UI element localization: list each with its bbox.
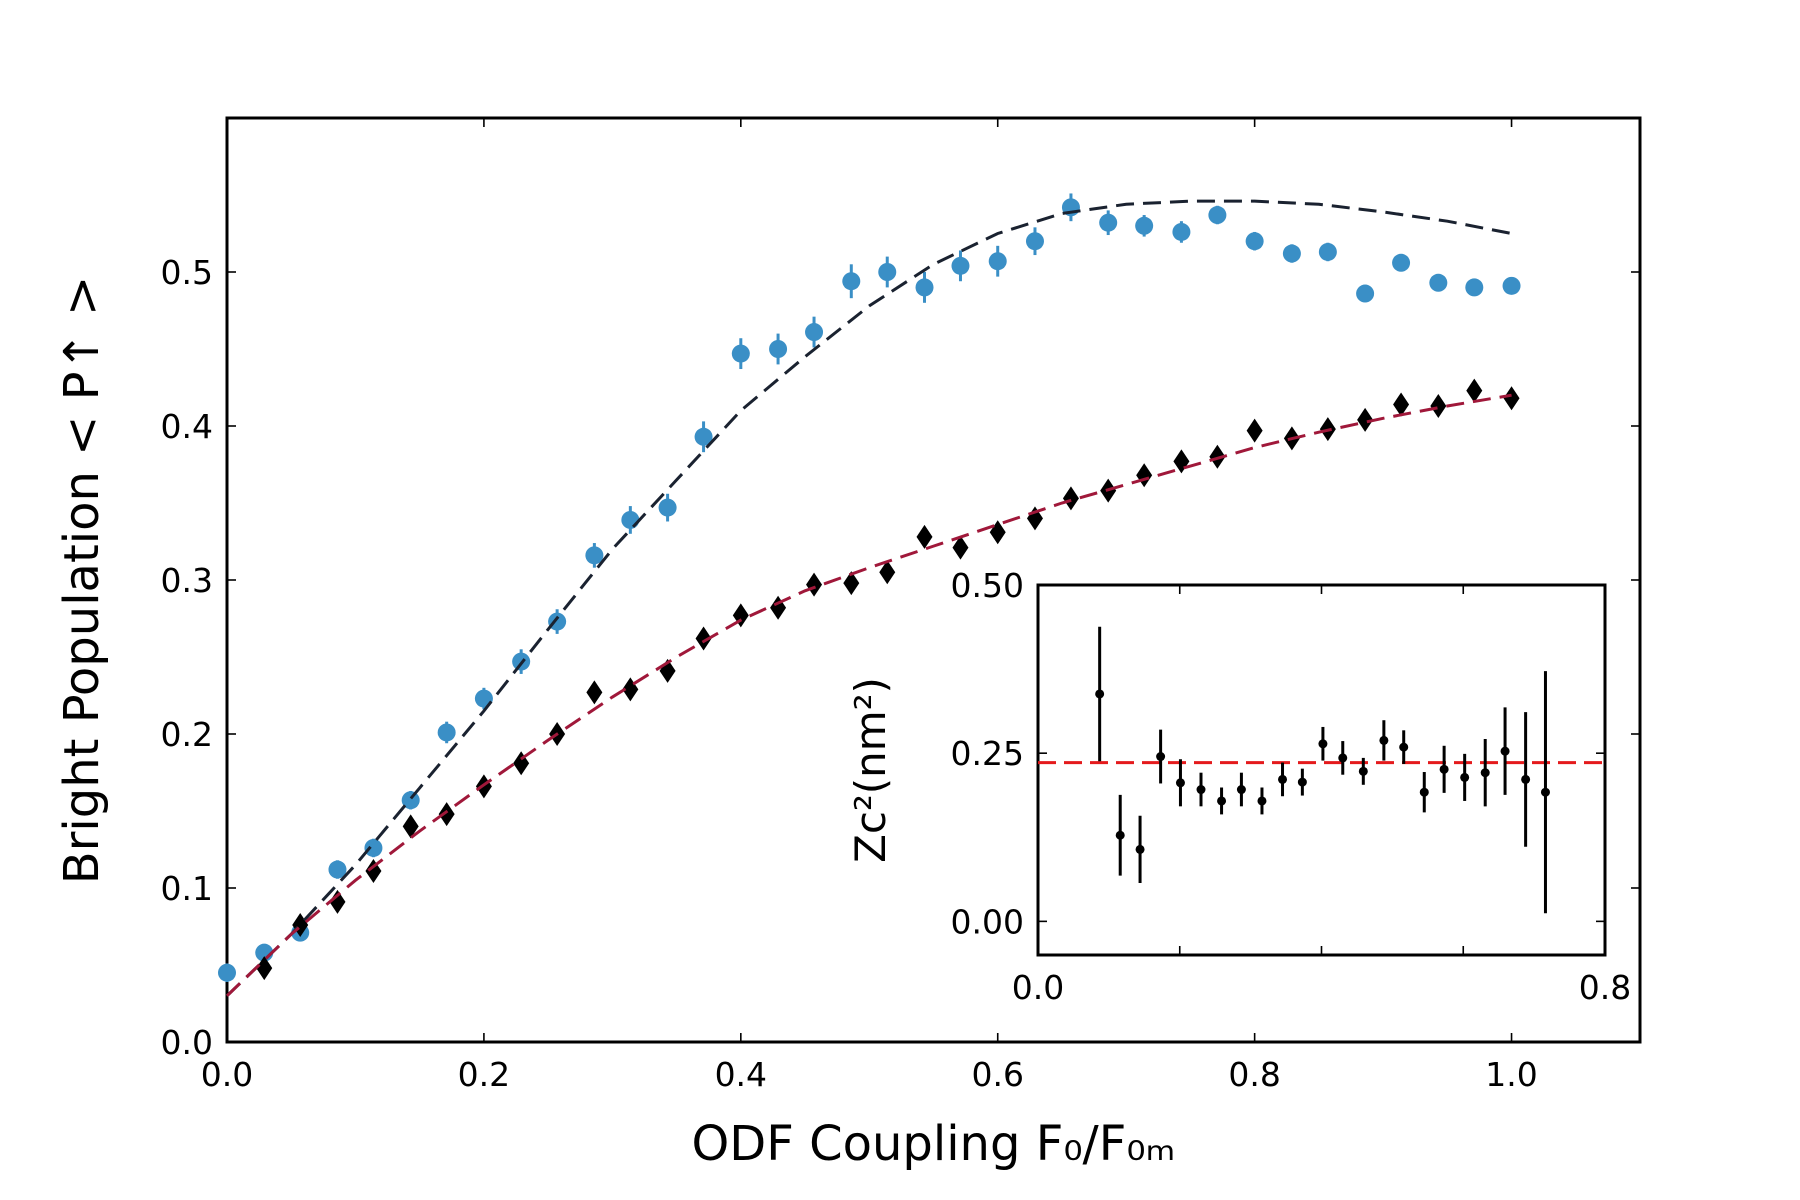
- data-point: [1282, 244, 1301, 263]
- data-point: [1379, 735, 1389, 745]
- data-point: [694, 427, 713, 446]
- data-point: [437, 723, 456, 742]
- data-point: [915, 278, 934, 297]
- data-point: [1236, 785, 1246, 795]
- data-point: [1392, 253, 1411, 272]
- data-point: [1208, 206, 1227, 225]
- data-point: [1172, 222, 1191, 241]
- data-point: [1356, 284, 1375, 303]
- data-point: [585, 546, 604, 565]
- data-point: [916, 524, 933, 549]
- data-point: [1500, 746, 1510, 756]
- data-point: [329, 889, 346, 914]
- data-point: [328, 860, 347, 879]
- data-point: [988, 252, 1007, 271]
- data-point: [1399, 742, 1409, 752]
- data-point: [842, 272, 861, 291]
- data-point: [1338, 753, 1348, 763]
- data-point: [843, 571, 860, 596]
- y-tick-label: 0.50: [951, 566, 1024, 605]
- x-tick-label: 0.2: [458, 1055, 510, 1094]
- y-tick-label: 0.1: [161, 869, 213, 908]
- data-point: [879, 560, 896, 585]
- data-point: [1217, 796, 1227, 806]
- data-point: [1278, 774, 1288, 784]
- data-point: [1025, 232, 1044, 251]
- data-point: [1503, 386, 1520, 411]
- data-point: [364, 838, 383, 857]
- plot-frame: [1036, 583, 1607, 957]
- data-point: [878, 263, 897, 281]
- data-point: [1430, 393, 1447, 418]
- data-point: [769, 340, 788, 358]
- data-point: [1393, 392, 1410, 417]
- data-point: [1357, 407, 1374, 432]
- data-point: [1095, 689, 1105, 699]
- y-tick-label: 0.25: [951, 734, 1024, 773]
- data-point: [586, 680, 603, 705]
- data-point: [805, 323, 824, 342]
- data-point: [218, 963, 236, 982]
- data-point: [1099, 213, 1118, 232]
- data-point: [1156, 752, 1166, 762]
- data-point: [1175, 778, 1185, 788]
- fit-line: [225, 393, 1512, 997]
- y-tick-label: 0.00: [951, 902, 1024, 941]
- data-point: [1429, 273, 1448, 292]
- data-point: [1246, 418, 1263, 443]
- data-point: [1419, 787, 1429, 797]
- data-point: [256, 956, 273, 981]
- data-point: [1358, 766, 1368, 776]
- data-point: [1521, 774, 1531, 784]
- x-tick-label: 0.8: [1579, 968, 1631, 1007]
- data-point: [1245, 232, 1264, 251]
- data-point: [731, 344, 750, 363]
- y-axis-label: Bright Population < P↑ >: [54, 276, 110, 885]
- data-point: [1196, 785, 1206, 795]
- y-tick-label: 0.0: [161, 1023, 213, 1062]
- data-point: [1318, 739, 1328, 749]
- data-point: [1135, 216, 1154, 235]
- data-point: [1318, 242, 1337, 261]
- data-point: [621, 510, 640, 529]
- x-tick-label: 0.8: [1228, 1055, 1280, 1094]
- data-point: [1502, 276, 1521, 295]
- data-point: [1465, 278, 1484, 297]
- data-point: [1257, 796, 1267, 806]
- data-point: [658, 498, 677, 517]
- data-point: [1115, 830, 1125, 840]
- data-point: [951, 256, 970, 275]
- data-point: [548, 612, 567, 631]
- y-tick-label: 0.5: [161, 253, 213, 292]
- data-point: [438, 802, 455, 827]
- y-tick-label: 0.3: [161, 561, 213, 600]
- y-tick-label: 0.4: [161, 407, 213, 446]
- x-axis-label: ODF Coupling F₀/F₀ₘ: [692, 1116, 1176, 1172]
- y-axis-label: Zc²(nm²): [846, 677, 895, 863]
- y-tick-label: 0.2: [161, 715, 213, 754]
- data-point: [401, 791, 420, 810]
- x-tick-label: 1.0: [1485, 1055, 1537, 1094]
- data-point: [1460, 772, 1470, 782]
- x-tick-label: 0.0: [201, 1055, 253, 1094]
- x-tick-label: 0.0: [1012, 968, 1064, 1007]
- data-point: [1480, 768, 1490, 778]
- x-tick-label: 0.4: [715, 1055, 767, 1094]
- data-point: [1466, 378, 1483, 403]
- data-point: [1135, 844, 1145, 854]
- data-point: [806, 572, 823, 597]
- fit-line: [225, 199, 1512, 997]
- data-point: [1439, 764, 1449, 774]
- data-point: [1062, 486, 1079, 511]
- data-point: [1297, 777, 1307, 787]
- data-point: [695, 626, 712, 651]
- data-point: [952, 535, 969, 560]
- x-tick-label: 0.6: [971, 1055, 1023, 1094]
- data-point: [1540, 787, 1550, 797]
- data-point: [402, 814, 419, 839]
